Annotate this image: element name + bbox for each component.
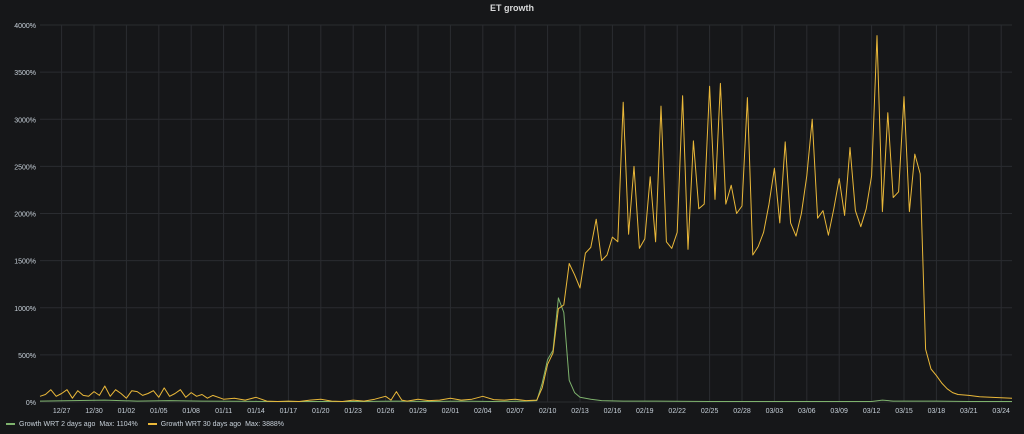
y-tick-label: 4000%: [14, 23, 36, 30]
x-tick-label: 03/09: [830, 408, 848, 415]
x-tick-label: 01/20: [312, 408, 330, 415]
x-tick-label: 03/03: [766, 408, 784, 415]
series-line-30-days: [39, 35, 1013, 402]
x-tick-label: 02/07: [506, 408, 524, 415]
legend-max-2-days: Max: 1104%: [99, 420, 138, 428]
x-tick-label: 03/21: [960, 408, 978, 415]
x-tick-label: 01/05: [150, 408, 168, 415]
x-tick-label: 01/02: [118, 408, 136, 415]
y-tick-label: 500%: [18, 353, 36, 360]
y-tick-label: 2000%: [14, 212, 36, 219]
x-tick-label: 02/22: [668, 408, 686, 415]
x-tick-label: 02/25: [701, 408, 719, 415]
legend-item-30-days[interactable]: Growth WRT 30 days ago Max: 3888%: [147, 420, 284, 428]
x-tick-label: 01/17: [280, 408, 298, 415]
x-tick-label: 01/14: [247, 408, 265, 415]
x-tick-label: 02/10: [539, 408, 557, 415]
y-tick-label: 3000%: [14, 117, 36, 124]
series-line-2-days: [39, 297, 1012, 402]
y-tick-label: 2500%: [14, 164, 36, 171]
x-tick-label: 01/29: [409, 408, 427, 415]
x-tick-label: 02/28: [733, 408, 751, 415]
legend: Growth WRT 2 days ago Max: 1104% Growth …: [6, 418, 294, 430]
x-tick-label: 03/18: [928, 408, 946, 415]
x-tick-label: 03/06: [798, 408, 816, 415]
x-tick-label: 12/30: [85, 408, 103, 415]
legend-swatch-green: [6, 423, 15, 425]
x-tick-label: 01/23: [344, 408, 362, 415]
y-tick-label: 0%: [26, 400, 36, 407]
x-tick-label: 02/19: [636, 408, 654, 415]
x-tick-label: 01/26: [377, 408, 395, 415]
y-tick-label: 1500%: [14, 259, 36, 266]
y-tick-label: 1000%: [14, 306, 36, 313]
x-tick-label: 12/27: [53, 408, 71, 415]
x-tick-label: 02/16: [604, 408, 622, 415]
x-tick-label: 02/01: [442, 408, 460, 415]
legend-max-30-days: Max: 3888%: [245, 420, 284, 428]
legend-item-2-days[interactable]: Growth WRT 2 days ago Max: 1104%: [6, 421, 138, 428]
x-tick-label: 02/13: [571, 408, 589, 415]
x-tick-label: 02/04: [474, 408, 492, 415]
legend-label-30-days: Growth WRT 30 days ago: [160, 420, 242, 428]
x-tick-label: 01/08: [182, 408, 200, 415]
x-tick-label: 03/24: [992, 408, 1010, 415]
y-tick-label: 3500%: [14, 70, 36, 77]
x-tick-label: 01/11: [215, 408, 232, 415]
legend-swatch-yellow: [147, 423, 157, 425]
panel-title: ET growth: [490, 3, 534, 13]
x-tick-label: 03/12: [863, 408, 881, 415]
legend-label-2-days: Growth WRT 2 days ago: [19, 420, 96, 428]
x-tick-label: 03/15: [895, 408, 913, 415]
